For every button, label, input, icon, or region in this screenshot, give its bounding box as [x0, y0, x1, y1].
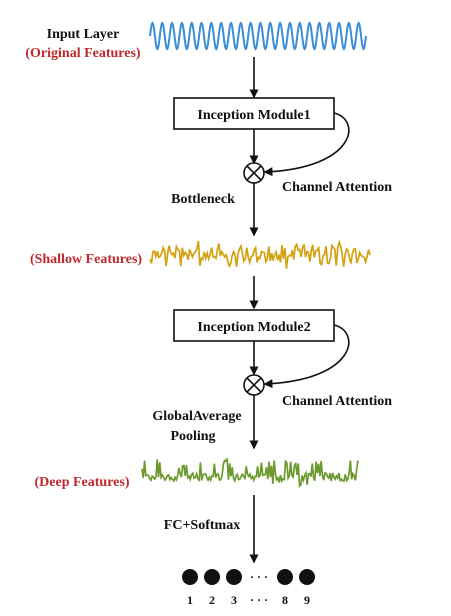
shallow-features-label: (Shallow Features)	[30, 252, 142, 267]
original-features-wave	[149, 21, 367, 51]
output-node-3	[226, 569, 242, 585]
channel-attention2-label: Channel Attention	[282, 394, 392, 409]
fc-softmax-label: FC+Softmax	[164, 518, 240, 533]
output-node-9-label: 9	[304, 593, 310, 607]
output-ellipsis-lower: · · ·	[250, 593, 268, 607]
pooling-label: Pooling	[170, 429, 215, 444]
multiply-icon	[243, 162, 265, 184]
output-ellipsis-upper: · · ·	[250, 570, 268, 584]
input-layer-label: Input Layer	[47, 27, 120, 42]
output-node-1	[182, 569, 198, 585]
shallow-features-wave	[149, 239, 371, 269]
output-node-9	[299, 569, 315, 585]
output-node-2-label: 2	[209, 593, 215, 607]
output-node-3-label: 3	[231, 593, 237, 607]
inception-module1-label: Inception Module1	[197, 108, 310, 123]
deep-features-label: (Deep Features)	[35, 475, 130, 490]
output-node-8	[277, 569, 293, 585]
output-node-2	[204, 569, 220, 585]
output-node-1-label: 1	[187, 593, 193, 607]
channel-attention1-label: Channel Attention	[282, 180, 392, 195]
channel-attention2-curve	[263, 324, 350, 389]
inception-module2-box	[173, 309, 335, 342]
multiply-icon	[243, 374, 265, 396]
bottleneck-label: Bottleneck	[171, 192, 235, 207]
global-average-label: GlobalAverage	[152, 409, 241, 424]
inception-module2-label: Inception Module2	[197, 320, 310, 335]
output-node-8-label: 8	[282, 593, 288, 607]
deep-features-wave	[141, 458, 359, 489]
original-features-label: (Original Features)	[25, 46, 141, 61]
channel-attention1-curve	[263, 112, 350, 177]
